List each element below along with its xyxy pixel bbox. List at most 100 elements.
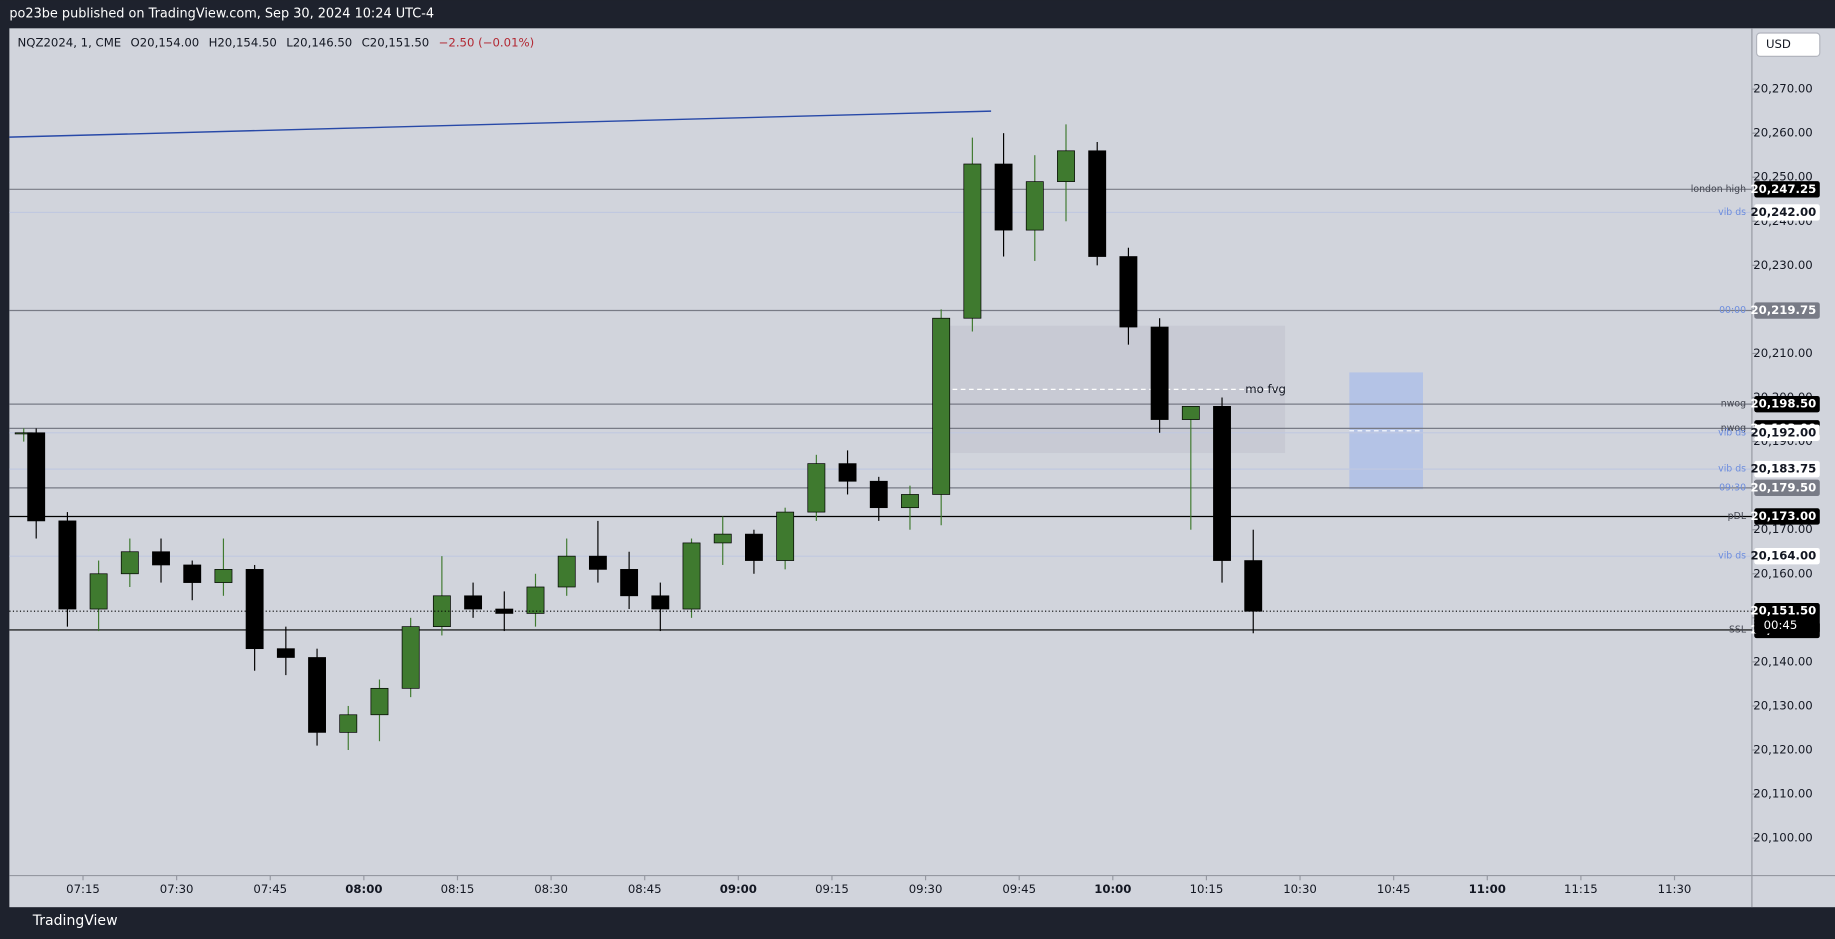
- currency-box[interactable]: [1756, 32, 1821, 57]
- x-tick-label: 07:45: [253, 882, 287, 896]
- x-tick-label: 09:00: [720, 882, 757, 896]
- countdown: 00:45: [1764, 618, 1798, 632]
- x-tick-label: 10:45: [1377, 882, 1411, 896]
- candle-body: [745, 533, 763, 561]
- ohlc-value: H20,154.50: [209, 35, 277, 49]
- ohlc-value: C20,151.50: [362, 35, 430, 49]
- level-name: nwog: [1721, 423, 1746, 434]
- candle-body: [1057, 150, 1075, 182]
- y-tick-label: 20,140.00: [1753, 654, 1812, 668]
- x-tick-label: 08:30: [534, 882, 568, 896]
- candle-body: [713, 533, 732, 544]
- candle-body: [1088, 150, 1107, 257]
- level-name: SSL: [1729, 624, 1747, 635]
- price-box: [1754, 302, 1820, 319]
- candle-body: [1119, 256, 1138, 328]
- symbol: NQZ2024, 1, CME: [18, 35, 122, 49]
- candle-body: [807, 463, 826, 513]
- x-tick-label: 11:30: [1658, 882, 1692, 896]
- price-box: [1754, 460, 1820, 478]
- x-tick-label: 08:00: [345, 882, 382, 896]
- price-box: [1754, 547, 1820, 565]
- candle-body: [89, 573, 108, 610]
- y-tick-label: 20,230.00: [1753, 258, 1812, 272]
- y-tick-label: 20,250.00: [1753, 170, 1812, 184]
- candle-body: [370, 687, 389, 716]
- price-label: 20,173.00: [1750, 509, 1816, 523]
- y-tick-label: 20,130.00: [1753, 698, 1812, 712]
- candle-body: [495, 608, 514, 614]
- current-price-box: [1754, 603, 1820, 634]
- candle-body: [1025, 181, 1044, 231]
- ohlc-value: O20,154.00: [131, 35, 200, 49]
- candle-body: [183, 564, 202, 583]
- candle-body: [932, 317, 951, 495]
- candle-body: [339, 714, 358, 733]
- candle-body: [901, 494, 919, 509]
- candle-body: [464, 595, 483, 610]
- plot-background: [9, 28, 1835, 908]
- candle-body: [1213, 405, 1231, 561]
- x-tick-label: 07:15: [66, 882, 100, 896]
- trendline: [9, 110, 992, 138]
- current-price-label: 20,151.50: [1750, 604, 1816, 618]
- candle-body: [682, 542, 701, 610]
- candle-body: [276, 648, 295, 658]
- currency[interactable]: USD: [1766, 37, 1791, 51]
- level-name: pDL: [1728, 511, 1747, 522]
- level-name: vib ds: [1718, 464, 1746, 475]
- price-label: 20,179.50: [1750, 480, 1816, 494]
- price-label: 20,219.75: [1750, 303, 1816, 317]
- price-box: [1754, 424, 1820, 441]
- x-tick-label: 08:15: [441, 882, 475, 896]
- candle-body: [838, 463, 857, 482]
- candle-body: [308, 657, 326, 733]
- y-tick-label: 20,170.00: [1753, 522, 1812, 536]
- candle-body: [557, 555, 576, 588]
- price-box: [1754, 508, 1820, 525]
- x-tick-label: 10:30: [1283, 882, 1317, 896]
- candle-body: [401, 626, 420, 689]
- price-label: 20,192.00: [1750, 425, 1816, 439]
- x-tick-label: 11:00: [1469, 882, 1506, 896]
- price-box: [1754, 181, 1820, 198]
- candle-body: [120, 551, 139, 575]
- y-tick-label: 20,210.00: [1753, 346, 1812, 360]
- zone-label: mo fvg: [1245, 382, 1286, 396]
- level-name: nwog: [1721, 399, 1746, 410]
- x-tick-label: 09:30: [909, 882, 943, 896]
- price-label: 20,183.75: [1750, 462, 1816, 476]
- x-tick-label: 07:30: [160, 882, 194, 896]
- y-tick-label: 20,100.00: [1753, 831, 1812, 845]
- header: po23be published on TradingView.com, Sep…: [9, 7, 434, 22]
- candle-body: [1150, 326, 1169, 420]
- candle-body: [994, 163, 1013, 231]
- level-name: 09:30: [1719, 482, 1746, 493]
- level-name: 00:00: [1719, 305, 1746, 316]
- candle-body: [776, 511, 795, 561]
- candle-body: [152, 551, 170, 566]
- y-tick-label: 20,160.00: [1753, 566, 1812, 580]
- y-tick-label: 20,260.00: [1753, 126, 1812, 140]
- candle-body: [214, 569, 233, 583]
- footer: TradingView: [32, 913, 118, 929]
- level-name: vib ds: [1718, 427, 1746, 438]
- candle-body: [245, 569, 264, 650]
- x-tick-label: 10:15: [1190, 882, 1224, 896]
- candle-body: [620, 569, 639, 597]
- level-name: vib ds: [1718, 551, 1746, 562]
- candle-body: [27, 432, 46, 522]
- y-tick-label: 20,110.00: [1753, 787, 1812, 801]
- candle-body: [588, 555, 607, 570]
- candle-body: [58, 520, 77, 610]
- price-label: 20,242.00: [1750, 205, 1816, 219]
- x-tick-label: 09:45: [1002, 882, 1036, 896]
- ohlc-value: L20,146.50: [286, 35, 352, 49]
- y-tick-label: 20,120.00: [1753, 743, 1812, 757]
- candle-body: [869, 480, 888, 509]
- level-name: london high: [1691, 184, 1746, 195]
- x-tick-label: 09:15: [815, 882, 849, 896]
- candle-body: [651, 595, 670, 610]
- ohlc-value: −2.50 (−0.01%): [439, 35, 535, 49]
